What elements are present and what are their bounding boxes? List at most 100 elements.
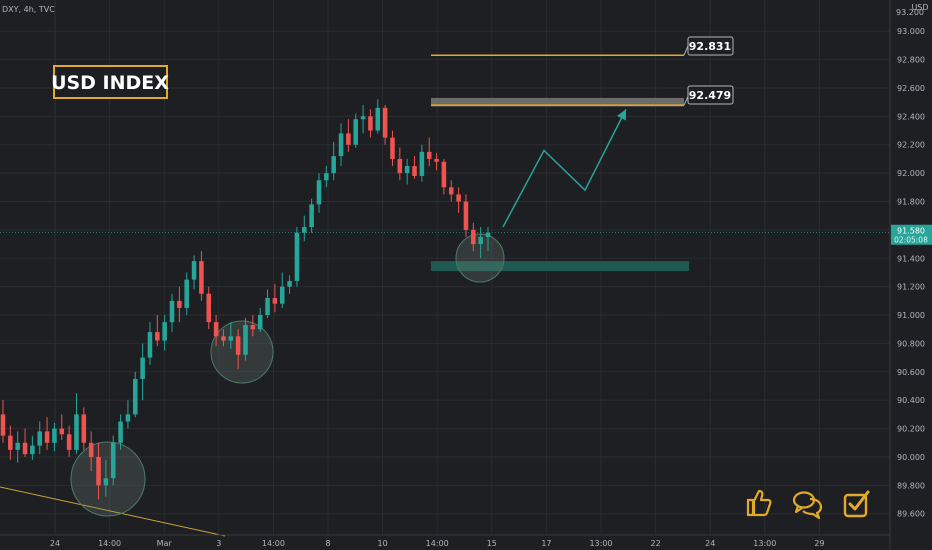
time-tick: 8 — [325, 539, 330, 548]
candle-body — [338, 133, 344, 157]
target-label-lower[interactable]: 92.479 — [687, 85, 734, 105]
current-price-value: 91.580 — [897, 227, 925, 236]
candle-body — [0, 414, 6, 436]
candle-body — [272, 298, 278, 304]
time-tick: 10 — [378, 539, 388, 548]
symbol-header: DXY, 4h, TVC — [2, 5, 55, 14]
price-tick: 89.800 — [897, 481, 925, 490]
candle-body — [22, 442, 28, 455]
candle-body — [8, 435, 13, 450]
candle-body — [294, 232, 300, 281]
time-tick: Mar — [157, 539, 173, 548]
candle-body — [30, 445, 35, 455]
candle-body — [471, 229, 476, 245]
candle-body — [206, 293, 212, 323]
candle-body — [110, 442, 116, 479]
candle-body — [125, 414, 131, 422]
time-tick: 15 — [487, 539, 497, 548]
candle-body — [88, 442, 94, 457]
candle-body — [375, 107, 381, 131]
candle-body — [257, 315, 263, 330]
candle-body — [353, 119, 359, 145]
price-axis[interactable]: 93.000 92.800 92.600 92.400 92.200 92.000 91.8… — [897, 27, 925, 518]
candle-body — [59, 428, 65, 435]
time-tick: 17 — [541, 539, 551, 548]
candle-body — [66, 434, 72, 450]
checkbox-icon[interactable] — [843, 490, 870, 518]
price-tick: 90.200 — [897, 425, 925, 434]
time-tick: 24 — [50, 539, 60, 548]
candle-body — [346, 133, 351, 145]
candle-body — [147, 332, 153, 358]
highlight-circle-2[interactable] — [210, 320, 274, 384]
candle-body — [37, 431, 43, 446]
candle-body — [463, 201, 469, 230]
thumbs-up-icon[interactable] — [746, 489, 772, 517]
time-tick: 13:00 — [753, 539, 776, 548]
price-tick: 92.600 — [897, 84, 925, 93]
time-tick: 22 — [651, 539, 661, 548]
projection-arrow[interactable] — [502, 108, 627, 228]
price-tick: 91.400 — [897, 254, 925, 263]
target-label-upper[interactable]: 92.831 — [687, 36, 734, 56]
price-tick: 93.000 — [897, 27, 925, 36]
candle-body — [426, 151, 432, 159]
title-badge[interactable]: USD INDEX — [51, 65, 169, 99]
candle-body — [331, 156, 336, 174]
badge-text: USD INDEX — [51, 72, 169, 94]
candle-body — [132, 378, 138, 415]
candle-body — [265, 298, 270, 316]
candle-body — [397, 158, 403, 174]
time-tick: 13:00 — [589, 539, 612, 548]
price-tick: 92.000 — [897, 169, 925, 178]
candle-body — [243, 324, 248, 355]
candle-body — [96, 456, 101, 486]
candle-body — [287, 280, 292, 287]
time-axis[interactable]: 24 14:00 Mar 3 14:00 8 10 14:00 15 17 13:00 22 24 13:… — [50, 539, 825, 548]
candle-body — [404, 166, 410, 174]
price-tick: 89.600 — [897, 510, 925, 519]
candle-body — [118, 421, 123, 443]
current-price-tag: 91.580 02:05:08 — [891, 224, 932, 245]
price-tick: 92.400 — [897, 112, 925, 121]
candle-body — [140, 357, 145, 379]
candle-body — [221, 336, 226, 341]
support-zone[interactable] — [431, 261, 689, 272]
candle-body — [368, 116, 373, 131]
time-tick: 24 — [705, 539, 715, 548]
price-axis-currency: USD — [911, 3, 928, 12]
candle-body — [485, 232, 491, 237]
candle-body — [184, 279, 189, 308]
resistance-zone[interactable] — [431, 97, 684, 107]
candle-body — [412, 166, 417, 176]
candle-body — [316, 180, 322, 205]
candle-body — [103, 478, 109, 486]
time-tick: 29 — [814, 539, 824, 548]
trendline[interactable] — [0, 486, 226, 537]
candle-body — [434, 158, 439, 162]
candle-body — [419, 151, 425, 176]
price-tick: 92.800 — [897, 56, 925, 65]
candle-body — [302, 227, 307, 233]
price-tick: 90.400 — [897, 396, 925, 405]
price-tick: 91.000 — [897, 311, 925, 320]
candles — [0, 99, 491, 500]
candle-body — [81, 414, 87, 443]
candle-body — [177, 300, 182, 308]
candle-body — [448, 187, 454, 195]
chat-icon[interactable] — [792, 491, 823, 520]
time-tick: 14:00 — [262, 539, 285, 548]
candle-body — [382, 107, 388, 138]
price-tick: 90.600 — [897, 368, 925, 377]
highlight-circle-3[interactable] — [455, 233, 505, 283]
time-tick: 14:00 — [426, 539, 449, 548]
candle-body — [235, 336, 241, 355]
price-axis-top-label: 93.200 — [896, 8, 924, 17]
price-tick: 90.000 — [897, 453, 925, 462]
time-tick: 3 — [216, 539, 221, 548]
candle-body — [309, 204, 314, 228]
candle-body — [15, 442, 20, 450]
candle-body — [279, 286, 285, 304]
candle-body — [324, 173, 329, 181]
